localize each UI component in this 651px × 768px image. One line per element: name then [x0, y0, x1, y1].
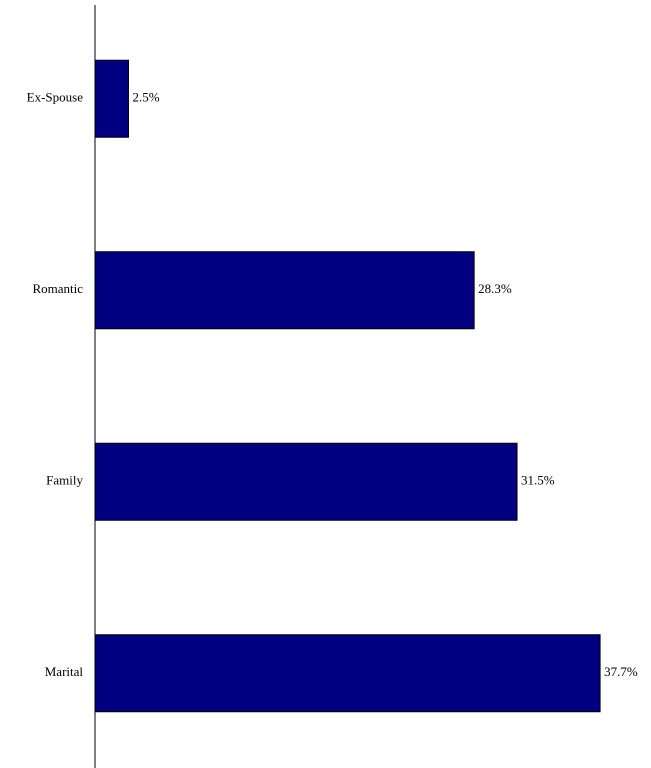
bar	[94, 251, 475, 330]
bar	[94, 59, 129, 138]
y-tick-label: Ex-Spouse	[27, 90, 84, 105]
bar	[94, 442, 518, 521]
value-label: 28.3%	[478, 281, 512, 296]
y-tick-label: Family	[46, 473, 83, 488]
bar	[94, 634, 601, 713]
y-tick-label: Romantic	[32, 281, 83, 296]
y-tick-label: Marital	[45, 664, 84, 679]
value-label: 37.7%	[604, 664, 638, 679]
value-label: 31.5%	[521, 473, 555, 488]
value-label: 2.5%	[132, 90, 159, 105]
